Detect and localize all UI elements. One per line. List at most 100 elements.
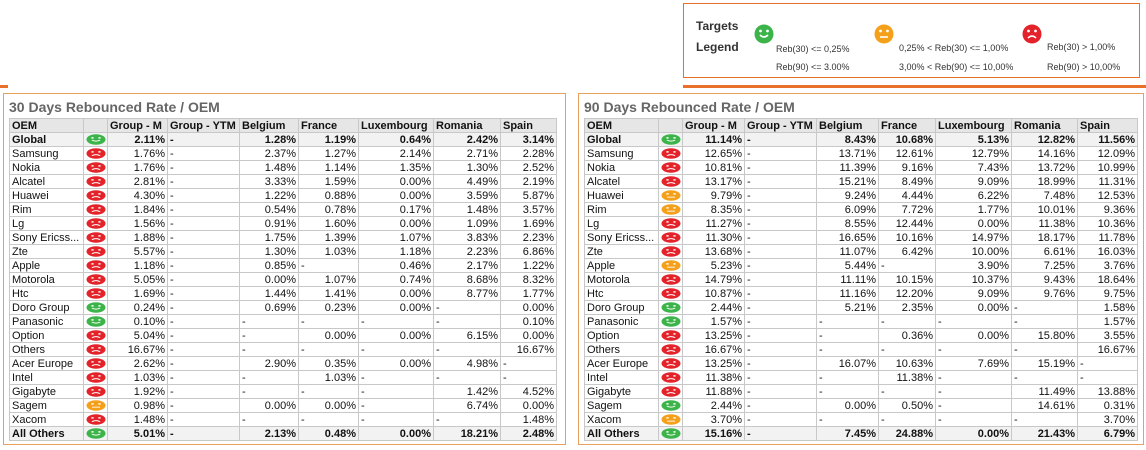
value-cell: 1.84% — [107, 202, 168, 217]
value-cell: 1.18% — [358, 244, 434, 259]
value-cell: 6.42% — [878, 244, 936, 259]
value-cell: 16.67% — [682, 342, 745, 357]
value-cell: 1.41% — [298, 286, 359, 301]
icon-cell — [658, 384, 683, 399]
table-row: Alcatel 2.81% -3.33% 1.59% 0.00% 4.49% 2.19% — [9, 174, 557, 189]
value-cell: 1.48% — [500, 412, 557, 427]
status-icon — [86, 274, 105, 285]
table-row: Huawei 4.30% -1.22% 0.88% 0.00% 3.59% 5.87% — [9, 188, 557, 203]
value-cell: 0.00% — [358, 188, 434, 203]
value-cell: - — [816, 412, 879, 427]
column-header: Belgium — [816, 118, 879, 133]
oem-cell: Samsung — [584, 146, 659, 161]
value-cell: 1.48% — [107, 412, 168, 427]
value-cell: 3.90% — [935, 258, 1012, 273]
value-cell: 16.65% — [816, 230, 879, 245]
value-cell: 10.63% — [878, 356, 936, 371]
data-table: OEM Group - M Group - YTM Belgium France Luxe… — [584, 118, 1138, 441]
column-header: Group - YTM — [167, 118, 240, 133]
table-row: Sony Ericss... 1.88% -1.75% 1.39% 1.07% 3.83%… — [9, 230, 557, 245]
value-cell: - — [167, 412, 240, 427]
value-cell: - — [167, 174, 240, 189]
column-header: Spain — [500, 118, 557, 133]
value-cell: 0.00% — [239, 272, 299, 287]
value-cell: 8.35% — [682, 202, 745, 217]
value-cell: 14.61% — [1011, 398, 1078, 413]
value-cell: 1.19% — [298, 132, 359, 147]
oem-cell: Samsung — [9, 146, 84, 161]
status-icon — [661, 372, 680, 383]
status-icon — [86, 148, 105, 159]
value-cell: 2.62% — [107, 356, 168, 371]
table-row: Others 16.67% - - - - -16.67% — [9, 342, 557, 357]
value-cell: 5.44% — [816, 258, 879, 273]
status-icon — [86, 414, 105, 425]
value-cell: 0.00% — [298, 398, 359, 413]
value-cell: 0.91% — [239, 216, 299, 231]
table-row: Doro Group 0.24% -0.69% 0.23% 0.00% -0.00% — [9, 300, 557, 315]
value-cell: 4.44% — [878, 188, 936, 203]
legend-title: Targets Legend — [696, 19, 739, 54]
value-cell: 1.77% — [500, 286, 557, 301]
column-header: OEM — [584, 118, 659, 133]
status-icon — [661, 148, 680, 159]
targets-legend: Targets Legend Reb(30) <= 0,25% Reb(90) <… — [683, 3, 1140, 78]
value-cell: 14.97% — [935, 230, 1012, 245]
table-row: Panasonic 0.10% - - - - -0.10% — [9, 314, 557, 329]
value-cell: 2.28% — [500, 146, 557, 161]
status-icon — [661, 218, 680, 229]
status-icon — [86, 190, 105, 201]
oem-cell: Htc — [9, 286, 84, 301]
icon-cell — [658, 342, 683, 357]
column-header: Group - M — [107, 118, 168, 133]
icon-cell — [658, 188, 683, 203]
value-cell: - — [744, 370, 817, 385]
value-cell: 9.43% — [1011, 272, 1078, 287]
icon-cell — [83, 300, 108, 315]
value-cell: 0.10% — [500, 314, 557, 329]
status-icon — [86, 218, 105, 229]
value-cell: 0.00% — [935, 216, 1012, 231]
value-cell: 1.28% — [239, 132, 299, 147]
value-cell: - — [816, 384, 879, 399]
value-cell: - — [298, 384, 359, 399]
value-cell: 0.00% — [816, 398, 879, 413]
value-cell: 18.21% — [433, 426, 501, 441]
oem-cell: Lg — [9, 216, 84, 231]
value-cell: - — [239, 370, 299, 385]
oem-cell: Acer Europe — [9, 356, 84, 371]
value-cell: 7.45% — [816, 426, 879, 441]
value-cell: 1.92% — [107, 384, 168, 399]
table-row: Apple 1.18% -0.85% -0.46% 2.17% 1.22% — [9, 258, 557, 273]
value-cell: 11.88% — [682, 384, 745, 399]
oem-cell: Gigabyte — [584, 384, 659, 399]
value-cell: 11.11% — [816, 272, 879, 287]
value-cell: 2.23% — [500, 230, 557, 245]
value-cell: 1.27% — [298, 146, 359, 161]
status-icon — [86, 176, 105, 187]
value-cell: 13.25% — [682, 356, 745, 371]
value-cell: 2.17% — [433, 258, 501, 273]
value-cell: 5.01% — [107, 426, 168, 441]
table-row: Intel 11.38% - -11.38% - - - — [584, 370, 1138, 385]
value-cell: 21.43% — [1011, 426, 1078, 441]
icon-cell — [658, 356, 683, 371]
value-cell: 1.60% — [298, 216, 359, 231]
oem-cell: Intel — [584, 370, 659, 385]
value-cell: - — [1011, 342, 1078, 357]
oem-cell: Huawei — [584, 188, 659, 203]
value-cell: 1.03% — [107, 370, 168, 385]
status-icon — [661, 386, 680, 397]
table-row: Others 16.67% - - - - -16.67% — [584, 342, 1138, 357]
value-cell: 13.68% — [682, 244, 745, 259]
value-cell: 11.38% — [682, 370, 745, 385]
oem-cell: Nokia — [9, 160, 84, 175]
oem-cell: Option — [584, 328, 659, 343]
table-row: Global 2.11% -1.28% 1.19% 0.64% 2.42% 3.14% — [9, 132, 557, 147]
table-row: Nokia 1.76% -1.48% 1.14% 1.35% 1.30% 2.52% — [9, 160, 557, 175]
value-cell: 11.38% — [1011, 216, 1078, 231]
value-cell: - — [935, 398, 1012, 413]
value-cell: 2.13% — [239, 426, 299, 441]
column-header: Group - M — [682, 118, 745, 133]
value-cell: - — [744, 398, 817, 413]
